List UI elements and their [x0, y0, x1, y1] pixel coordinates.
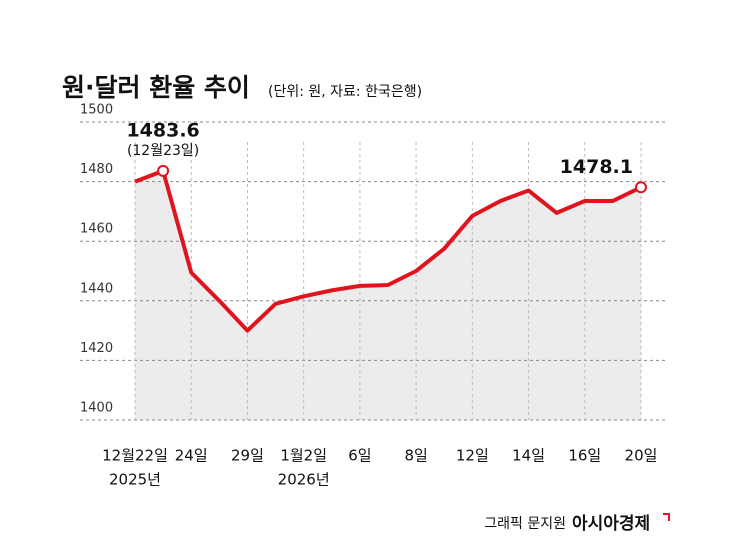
value-label: 1478.1: [560, 156, 633, 178]
y-tick-label: 1440: [80, 281, 113, 296]
x-tick-label: 1월2일: [280, 447, 327, 465]
x-tick-label: 29일: [231, 447, 264, 465]
credit: 그래픽 문지원: [484, 516, 566, 532]
highlight-point: [157, 164, 170, 177]
brand-icon: [663, 513, 670, 521]
x-year-label: 2026년: [278, 471, 330, 489]
y-tick-label: 1420: [80, 341, 113, 356]
highlight-point: [635, 181, 647, 194]
x-tick-label: 12월22일: [102, 447, 168, 465]
y-tick-label: 1400: [80, 401, 113, 416]
y-tick-label: 1460: [80, 222, 113, 237]
x-tick-label: 14일: [512, 447, 545, 465]
annotation: (12월23일): [127, 143, 199, 159]
x-tick-label: 12일: [456, 447, 489, 465]
chart-title: 원·달러 환율 추이: [62, 73, 250, 102]
x-tick-label: 16일: [568, 447, 601, 465]
y-tick-label: 1480: [80, 162, 113, 177]
x-tick-label: 6일: [348, 447, 371, 465]
line: [134, 168, 642, 333]
x-year-label: 2025년: [109, 471, 161, 489]
value-label: 1483.6: [126, 119, 199, 141]
x-tick-label: 8일: [404, 447, 427, 465]
chart-subtitle: (단위: 원, 자료: 한국은행): [268, 84, 422, 100]
x-tick-label: 24일: [175, 447, 208, 465]
x-tick-label: 20일: [625, 447, 658, 465]
y-tick-label: 1500: [80, 103, 113, 118]
area: [135, 170, 641, 420]
brand: 아시아경제: [572, 514, 650, 534]
